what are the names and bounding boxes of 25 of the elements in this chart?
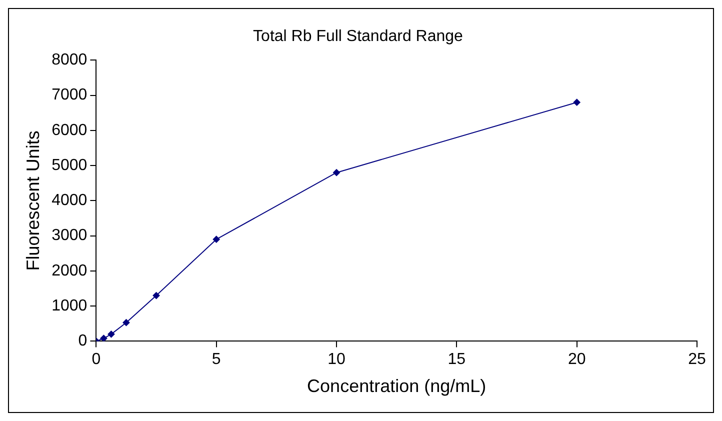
chart-title: Total Rb Full Standard Range	[253, 28, 464, 46]
y-tick-label: 5000	[52, 156, 88, 174]
x-tick-label: 0	[92, 351, 101, 368]
y-tick-label: 7000	[52, 86, 88, 104]
point	[212, 236, 220, 243]
x-tick-label: 15	[448, 351, 466, 368]
y-tick-label: 6000	[52, 122, 88, 139]
y-tick-label: 0	[78, 332, 88, 350]
point	[573, 98, 580, 106]
x-tick-label: 25	[688, 351, 706, 368]
x-axis-title: Concentration (ng/mL)	[307, 376, 486, 396]
point	[108, 330, 115, 338]
point	[333, 169, 340, 176]
point	[122, 319, 130, 326]
y-tick-label: 4000	[52, 192, 88, 210]
point	[152, 292, 160, 300]
y-tick-label: 3000	[52, 227, 88, 244]
y-tick-label: 8000	[52, 52, 88, 69]
x-tick-label: 20	[568, 351, 586, 368]
x-tick-label: 10	[328, 351, 346, 368]
y-tick-label: 2000	[52, 262, 88, 280]
y-tick-label: 1000	[52, 297, 88, 314]
point	[100, 334, 108, 342]
x-tick-label: 5	[212, 351, 221, 368]
y-axis-title: Fluorescent Units	[22, 130, 43, 271]
